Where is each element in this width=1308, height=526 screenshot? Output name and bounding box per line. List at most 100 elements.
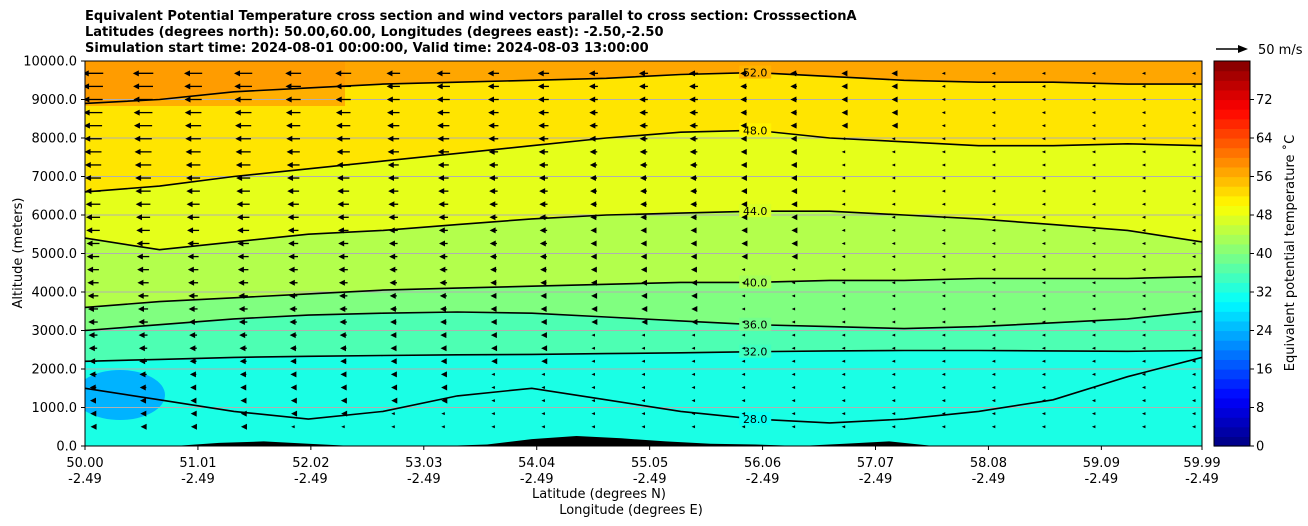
wind-vector (1141, 425, 1146, 429)
wind-vector (336, 161, 350, 168)
wind-vector (791, 333, 796, 337)
wind-vector (1041, 333, 1046, 337)
colorbar-segment (1214, 70, 1250, 81)
wind-vector (1192, 98, 1196, 101)
wind-vector (591, 399, 595, 403)
wind-vector (991, 202, 996, 206)
wind-vector (891, 202, 896, 206)
wind-vector (133, 96, 153, 103)
wind-vector (941, 307, 946, 311)
wind-vector (1091, 385, 1096, 389)
x-axis-ticks: 50.00-2.4951.01-2.4952.02-2.4953.03-2.49… (66, 446, 1221, 487)
wind-vector (1192, 294, 1196, 298)
wind-vector (991, 176, 996, 180)
wind-vector (239, 371, 247, 378)
wind-vector (1041, 124, 1046, 128)
wind-vector (436, 70, 451, 77)
wind-vector (791, 227, 798, 234)
wind-vector (1091, 202, 1096, 206)
wind-vector (237, 240, 249, 247)
wind-vector (140, 423, 147, 430)
wind-vector (85, 109, 103, 116)
wind-vector (791, 240, 798, 247)
wind-vector (290, 358, 297, 365)
wind-vector (137, 279, 149, 286)
wind-vector (589, 161, 598, 168)
wind-vector (132, 70, 154, 77)
wind-vector (340, 397, 347, 404)
wind-vector (85, 83, 103, 90)
wind-vector (941, 399, 946, 403)
wind-vector (1141, 412, 1146, 416)
wind-vector (891, 294, 896, 298)
wind-vector (991, 124, 996, 128)
wind-vector (1192, 71, 1196, 75)
wind-vector (541, 399, 545, 403)
wind-vector (489, 227, 498, 234)
wind-vector (991, 215, 996, 219)
wind-vector (491, 412, 495, 416)
wind-vector (741, 201, 748, 208)
y-tick-label: 7000.0 (32, 170, 78, 185)
wind-vector (790, 83, 797, 90)
colorbar-segment (1214, 397, 1250, 409)
wind-vector (389, 292, 397, 299)
colorbar-segment (1214, 292, 1250, 303)
wind-vector (791, 188, 798, 195)
wind-vector (85, 175, 101, 182)
wind-vector (183, 70, 203, 77)
wind-vector (391, 384, 398, 391)
wind-vector (1141, 228, 1146, 232)
wind-vector (185, 161, 201, 168)
contour-line (85, 129, 1202, 193)
x-tick-lon: -2.49 (294, 472, 328, 487)
wind-vector (1141, 84, 1146, 88)
wind-vector (188, 305, 198, 312)
wind-vector (791, 294, 796, 298)
colorbar-segment (1214, 436, 1250, 447)
wind-vector (841, 425, 846, 429)
wind-vector (488, 148, 499, 155)
wind-vector (991, 268, 996, 272)
wind-vector (690, 240, 697, 247)
wind-vector (841, 399, 846, 403)
wind-vector (991, 71, 996, 75)
wind-vector (1041, 241, 1046, 245)
wind-vector (286, 135, 301, 142)
wind-vector (1041, 281, 1046, 285)
wind-vector (338, 253, 349, 260)
wind-vector (639, 135, 648, 142)
wind-vector (1091, 111, 1096, 115)
wind-vector (891, 83, 898, 90)
colorbar-segment (1214, 320, 1250, 332)
contour-label-bg (739, 204, 772, 218)
wind-vector (991, 281, 996, 285)
wind-vector (841, 163, 846, 167)
wind-vector (538, 109, 549, 116)
wind-vector (1141, 98, 1146, 101)
wind-vector (1192, 255, 1196, 259)
wind-vector (236, 188, 250, 195)
wind-vector (85, 161, 102, 168)
wind-vector (941, 333, 946, 337)
wind-vector (741, 359, 746, 363)
wind-vector (1141, 176, 1146, 180)
wind-vector (88, 319, 98, 326)
wind-vector (391, 397, 398, 404)
wind-vector (1192, 202, 1196, 206)
wind-vector (437, 135, 450, 142)
wind-vector (189, 345, 197, 352)
wind-vector (487, 83, 499, 90)
wind-vector (137, 292, 149, 299)
y-tick-label: 0.0 (56, 440, 77, 455)
x-tick-lon: -2.49 (407, 472, 441, 487)
wind-vector (488, 122, 499, 129)
contour-label-bg (739, 344, 772, 358)
temperature-band (85, 61, 1202, 104)
wind-vector (941, 189, 946, 193)
wind-vector (841, 96, 848, 103)
wind-vector (487, 70, 500, 77)
wind-vector (639, 161, 648, 168)
wind-vector (891, 320, 896, 324)
wind-vector (189, 371, 197, 378)
